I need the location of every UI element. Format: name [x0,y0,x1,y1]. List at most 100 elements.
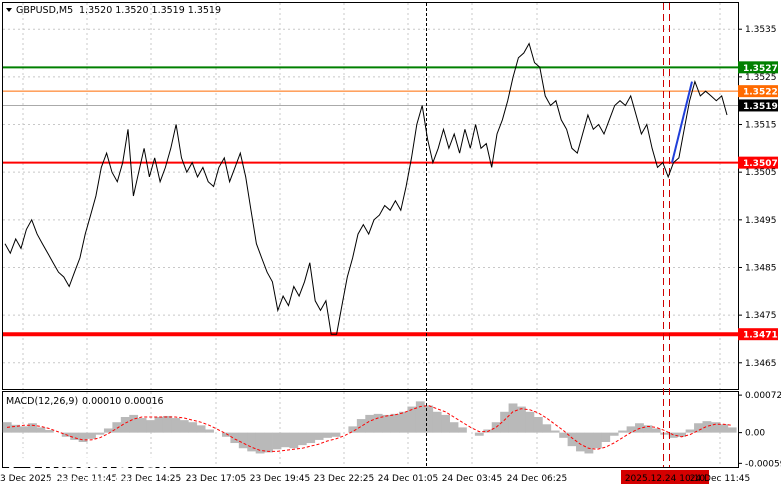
logo-icon-inner [18,458,26,466]
time-label-6: 24 Dec 01:05 [378,474,439,484]
macd-bar-61 [517,406,526,433]
time-label-3: 23 Dec 17:05 [186,474,247,484]
time-label-0: 23 Dec 2025 [0,474,52,484]
macd-bar-59 [500,411,509,433]
macd-bar-34 [289,432,299,449]
main-panel-frame [2,2,739,390]
time-label-1: 23 Dec 11:45 [57,474,118,484]
watermark-tagline: Instant Forex Trading [44,476,149,487]
watermark-brand: instaforex [40,450,172,476]
macd-bar-15 [129,414,139,433]
macd-bar-3 [28,423,37,433]
macd-bar-84 [710,422,720,433]
macd-bar-13 [112,422,122,433]
macd-tick-label-0: 0.00072 [745,391,781,401]
macd-bar-21 [179,420,189,433]
price-tick-label-1: 1.3525 [745,73,777,83]
macd-bar-35 [297,432,307,446]
price-tick-label-5: 1.3485 [745,263,777,273]
macd-signal-line [6,404,733,452]
macd-bar-31 [264,432,273,453]
macd-bar-23 [196,425,206,433]
level-label-resistance: 1.3527 [743,64,778,74]
macd-bar-22 [188,422,198,433]
macd-bar-75 [635,423,644,433]
macd-bar-45 [382,414,391,433]
macd-tick-label-1: 0.00 [745,429,765,439]
macd-bar-72 [609,432,619,436]
macd-bar-62 [525,411,535,433]
macd-bar-24 [205,429,214,433]
macd-tick-label-2: -0.00059 [745,459,781,469]
macd-bar-28 [238,432,248,449]
macd-label: MACD(12,26,9) [6,396,78,407]
macd-indicator: 0.00072 0.00 -0.00059 [2,391,781,469]
macd-bar-81 [685,429,695,433]
macd-bar-11 [95,432,105,435]
macd-bar-17 [146,420,155,433]
macd-bar-1 [11,424,21,433]
macd-bar-4 [36,427,46,433]
macd-bar-12 [103,428,113,433]
level-label-entry: 1.3522 [743,88,778,98]
macd-bar-73 [618,430,628,433]
macd-bar-52 [441,414,450,433]
macd-bar-80 [677,432,687,437]
macd-bar-83 [702,421,712,433]
macd-bar-67 [567,432,577,447]
price-series [4,42,728,335]
current-price-tag [738,99,778,112]
macd-bar-76 [643,425,653,433]
vertical-markers [426,3,670,467]
macd-bar-9 [78,432,88,442]
macd-values: 0.00010 0.00016 [82,396,164,407]
instaforex-logo: instaforex Instant Forex Trading [8,448,172,487]
macd-bar-63 [533,417,543,433]
price-tick-label-7: 1.3465 [745,359,777,369]
symbol-label: GBPUSD,M5 [16,5,73,16]
logo-icon [8,448,36,476]
macd-bar-14 [120,417,130,433]
macd-bar-74 [626,426,636,433]
price-tick-label-4: 1.3495 [745,216,777,226]
macd-bar-60 [508,403,518,433]
level-label-support-2: 1.3471 [743,331,778,341]
macd-bar-49 [415,401,425,433]
macd-bar-58 [491,422,501,433]
macd-bar-85 [719,424,729,433]
macd-bar-39 [331,432,341,437]
time-axis: 23 Dec 2025 23 Dec 11:45 23 Dec 14:25 23 De… [0,470,750,484]
macd-bar-8 [70,432,80,440]
macd-bar-54 [458,427,467,433]
time-label-8: 24 Dec 06:25 [507,474,568,484]
macd-bar-18 [154,417,164,433]
time-label-2: 23 Dec 14:25 [121,474,182,484]
macd-bar-86 [727,427,737,433]
highlighted-time-bg [621,470,709,484]
macd-bar-66 [559,432,569,438]
highlighted-time-label: 2025.12.24 10:10 [625,474,706,484]
macd-bar-32 [272,432,282,450]
macd-bar-38 [323,432,332,438]
macd-bar-47 [399,411,408,433]
grid [3,3,738,467]
macd-bar-68 [576,432,585,452]
time-label-10: 24 Dec 11:45 [690,474,751,484]
macd-bar-51 [432,411,442,433]
macd-bar-30 [255,432,265,454]
macd-bar-82 [694,423,703,433]
macd-bar-46 [390,413,400,433]
forecast-line [671,81,693,163]
price-line [4,42,728,335]
macd-bar-65 [550,430,560,433]
macd-bar-19 [162,415,172,433]
macd-bar-43 [365,414,375,433]
price-tick-label-6: 1.3475 [745,311,777,321]
level-tag-resistance [738,61,778,74]
level-label-support-1: 1.3507 [743,159,778,169]
macd-bar-42 [356,419,366,433]
dropdown-triangle-icon[interactable] [6,8,12,12]
macd-bar-77 [651,428,661,433]
time-label-7: 24 Dec 03:45 [442,474,503,484]
